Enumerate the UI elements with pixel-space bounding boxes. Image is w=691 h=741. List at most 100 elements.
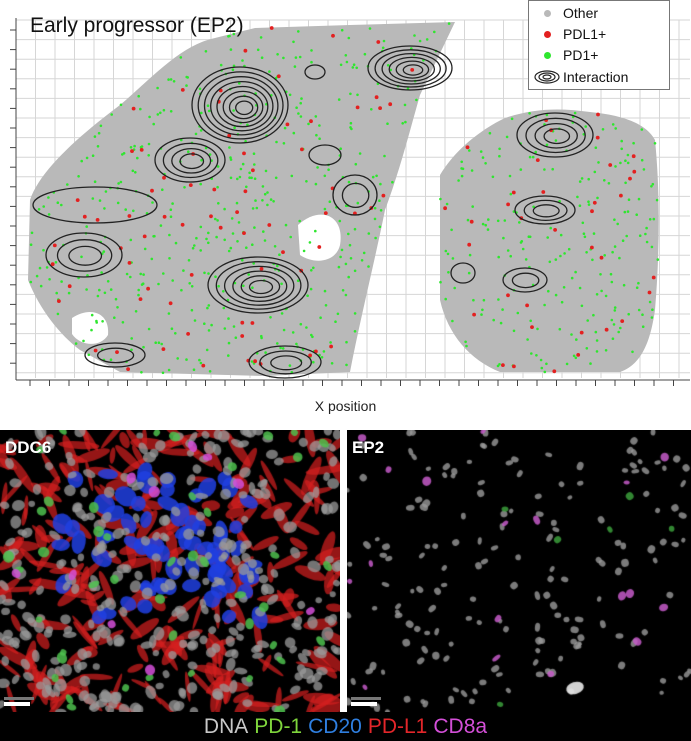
pd1-cell-point [169,208,173,211]
pd1-cell-point [246,123,249,127]
interaction-contours [32,45,594,379]
pd1-cell-point [305,180,308,183]
pd1-cell-point [609,272,613,276]
pd1-cell-point [488,131,492,135]
pdl1-cell-point [126,367,130,371]
pdl1-cell-point [631,154,636,159]
pd1-cell-point [379,209,383,212]
pd1-cell-point [345,363,348,367]
pd1-cell-point [230,217,234,220]
tissue-region-left [28,22,455,376]
pd1-cell-point [142,345,145,349]
pdl1-cell-point [410,68,415,72]
pd1-cell-point [627,312,630,316]
pd1-cell-point [316,166,319,169]
pd1-cell-point [655,198,659,202]
scale-bar-caption [4,697,34,700]
interaction-contour [171,147,212,174]
pd1-cell-point [581,221,585,225]
interaction-contour [332,174,378,216]
pd1-cell-point [306,294,309,298]
pd1-cell-point [253,163,256,166]
pd1-cell-point [192,368,196,372]
pd1-cell-point [595,339,599,342]
pd1-cell-point [512,329,516,333]
pd1-cell-point [42,248,45,252]
pd1-cell-point [85,225,88,228]
pd1-cell-point [253,177,257,180]
pd1-cell-point [451,257,455,260]
pd1-cell-point [353,269,357,273]
pd1-cell-point [586,319,589,322]
pd1-cell-point [617,330,620,334]
pd1-cell-point [593,170,597,174]
pd1-cell-point [370,108,373,111]
interaction-contour [68,245,103,266]
pdl1-cell-point [374,95,379,100]
pd1-cell-point [472,298,475,302]
pdl1-cell-point [142,234,147,239]
pd1-cell-point [96,294,100,298]
pd1-cell-point [116,201,120,205]
pd1-cell-point [618,256,621,260]
pd1-cell-point [584,125,587,128]
pd1-cell-point [624,181,627,185]
pd1-cell-point [148,115,151,119]
spatial-scatter-plot [10,18,690,386]
pd1-cell-point [334,320,337,324]
stain-legend: DNA PD-1 CD20 PD-L1 CD8a [0,712,691,741]
interaction-contour [216,85,269,128]
pd1-cell-point [280,282,283,286]
pdl1-cell-point [243,189,248,194]
pd1-cell-point [187,259,191,262]
pd1-cell-point [282,56,285,60]
pd1-cell-point [159,224,163,227]
pd1-cell-point [554,139,558,142]
micrograph-ep2: EP2 [347,430,691,712]
interaction-contour [248,345,322,379]
pd1-cell-point [169,110,173,113]
pd1-cell-point [106,280,110,283]
pdl1-cell-point [467,242,472,247]
pd1-cell-point [626,210,630,213]
pd1-cell-point [229,156,232,159]
pd1-cell-point [45,266,49,269]
pd1-cell-point [484,162,487,165]
pd1-cell-point [203,271,206,275]
micrograph-ddc6: DDC6 [0,430,340,712]
pd1-cell-point [183,186,186,189]
pd1-cell-point [540,366,544,370]
pdl1-cell-point [186,332,191,336]
pd1-cell-point [266,203,269,207]
legend-dot-pdl1 [543,30,551,38]
pd1-cell-point [336,312,340,316]
interaction-contour [162,142,219,179]
pd1-cell-point [109,288,113,291]
pd1-cell-point [340,248,344,252]
interaction-contour [96,347,135,364]
pd1-cell-point [585,347,589,350]
pd1-cell-point [481,156,485,159]
pd1-cell-point [198,87,202,91]
pdl1-cell-point [161,347,166,351]
interaction-contour [395,60,430,79]
pd1-cell-point [480,313,483,316]
pd1-cell-point [99,124,103,128]
pd1-cell-point [318,124,321,127]
pd1-cell-point [558,327,562,331]
pd1-cell-point [535,354,538,357]
interaction-contour [523,199,568,222]
tissue-regions [28,22,659,376]
pdl1-cell-point [243,48,248,53]
pdl1-cell-point [227,133,232,138]
pd1-cell-point [635,213,638,216]
pd1-cell-point [156,113,160,116]
pd1-cell-point [479,150,483,153]
pd1-cell-point [185,358,188,361]
pd1-cell-point [171,202,174,205]
pd1-cell-point [623,210,627,214]
pd1-cell-point [329,341,332,344]
pd1-cell-point [650,316,654,319]
pd1-cell-point [191,246,195,250]
pd1-cell-point [125,272,129,276]
